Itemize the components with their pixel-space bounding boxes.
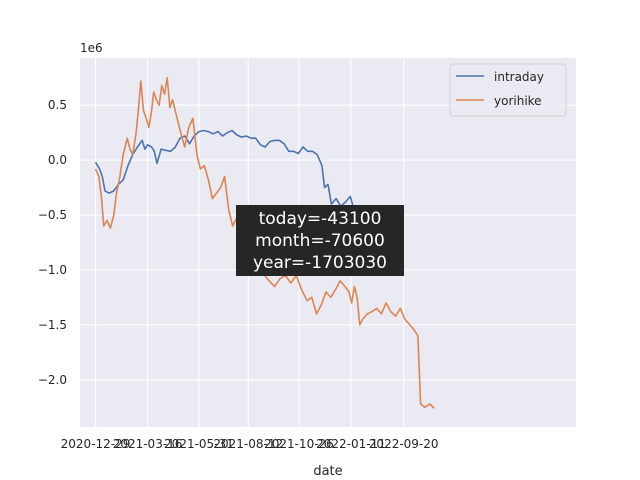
x-axis-label: date [313,464,342,479]
x-tick-label: 2021-10-26 [264,437,334,451]
x-tick-label: 2020-12-29 [61,437,131,451]
legend-box [449,63,567,117]
x-tick-label: 2021-08-12 [213,437,283,451]
y-offset-label: 1e6 [80,41,103,55]
y-tick-label: 0.0 [48,153,67,167]
x-tick-label: 2022-01-11 [316,437,386,451]
summary-annotation: today=-43100 month=-70600 year=-1703030 [236,205,404,276]
annotation-month: month=-70600 [255,231,385,251]
x-tick-label: 2021-03-16 [113,437,183,451]
y-axis-ticks: −2.0 −1.5 −1.0 −0.5 0.0 0.5 [38,98,67,387]
y-tick-label: −2.0 [38,373,67,387]
x-axis-ticks: 2020-12-292021-03-162021-05-312021-08-12… [61,437,439,451]
legend-label-intraday: intraday [494,70,544,84]
legend-label-yorihike: yorihike [494,94,542,108]
annotation-year: year=-1703030 [253,253,387,273]
y-tick-label: −0.5 [38,208,67,222]
x-tick-label: 2021-05-31 [164,437,234,451]
y-tick-label: 0.5 [48,98,67,112]
series-line-intraday [94,129,370,225]
annotation-box [236,205,404,276]
legend: intraday yorihike [449,63,567,117]
y-tick-label: −1.0 [38,263,67,277]
annotation-today: today=-43100 [259,209,382,229]
y-tick-label: −1.5 [38,318,67,332]
x-tick-label: 2022-09-20 [369,437,439,451]
